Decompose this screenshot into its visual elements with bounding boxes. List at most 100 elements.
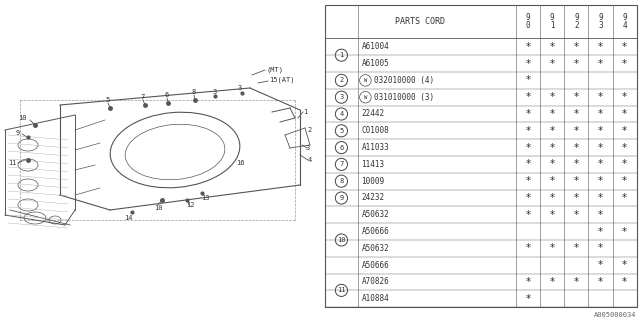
Text: 13: 13 [201, 195, 209, 201]
Text: *: * [622, 92, 627, 102]
Text: *: * [598, 159, 603, 169]
Text: *: * [525, 92, 531, 102]
Text: *: * [622, 176, 627, 186]
Text: 9
3: 9 3 [598, 13, 603, 30]
Text: *: * [550, 42, 555, 52]
Text: *: * [574, 176, 579, 186]
Text: *: * [622, 227, 627, 236]
Text: 12: 12 [186, 202, 195, 208]
Text: W: W [364, 78, 367, 83]
Text: 5: 5 [106, 97, 110, 103]
Text: 9
2: 9 2 [574, 13, 579, 30]
Text: *: * [598, 92, 603, 102]
Text: *: * [598, 59, 603, 68]
Text: *: * [525, 143, 531, 153]
Text: *: * [622, 193, 627, 203]
Text: *: * [598, 193, 603, 203]
Text: W: W [364, 95, 367, 100]
Text: *: * [574, 59, 579, 68]
Text: *: * [598, 277, 603, 287]
Text: *: * [574, 244, 579, 253]
Text: *: * [550, 109, 555, 119]
Text: 24232: 24232 [362, 194, 385, 203]
Text: *: * [550, 176, 555, 186]
Text: *: * [550, 277, 555, 287]
Text: *: * [598, 109, 603, 119]
Text: *: * [622, 260, 627, 270]
Text: A11033: A11033 [362, 143, 389, 152]
Text: *: * [598, 260, 603, 270]
Text: *: * [622, 109, 627, 119]
Text: 9
4: 9 4 [622, 13, 627, 30]
Text: 9: 9 [339, 195, 344, 201]
Text: *: * [622, 159, 627, 169]
Text: 9
0: 9 0 [526, 13, 531, 30]
Text: *: * [574, 210, 579, 220]
Text: 1: 1 [303, 109, 307, 115]
Text: *: * [525, 277, 531, 287]
Text: 14: 14 [124, 215, 132, 221]
Text: 11: 11 [8, 160, 16, 166]
Text: 8: 8 [339, 178, 344, 184]
Text: *: * [622, 126, 627, 136]
Text: 3: 3 [339, 94, 344, 100]
Text: *: * [574, 193, 579, 203]
Text: A61005: A61005 [362, 59, 389, 68]
Text: *: * [525, 159, 531, 169]
Text: *: * [574, 92, 579, 102]
Text: 22442: 22442 [362, 109, 385, 118]
Text: 5: 5 [339, 128, 344, 134]
Text: 4: 4 [339, 111, 344, 117]
Text: *: * [598, 143, 603, 153]
Text: *: * [525, 76, 531, 85]
Text: 3: 3 [306, 145, 310, 151]
Text: 9
1: 9 1 [550, 13, 555, 30]
Text: 7: 7 [339, 161, 344, 167]
Text: A61004: A61004 [362, 42, 389, 51]
Text: A005000034: A005000034 [595, 312, 637, 318]
Text: *: * [550, 244, 555, 253]
Text: 10009: 10009 [362, 177, 385, 186]
Text: 4: 4 [308, 157, 312, 163]
Text: A50632: A50632 [362, 210, 389, 219]
Text: *: * [550, 210, 555, 220]
Text: *: * [574, 277, 579, 287]
Text: *: * [550, 126, 555, 136]
Text: *: * [622, 59, 627, 68]
Text: A50666: A50666 [362, 227, 389, 236]
Text: 6: 6 [339, 145, 344, 151]
Text: *: * [598, 126, 603, 136]
Text: *: * [598, 176, 603, 186]
Text: C01008: C01008 [362, 126, 389, 135]
Text: *: * [550, 143, 555, 153]
Text: 10: 10 [337, 237, 346, 243]
Text: A50632: A50632 [362, 244, 389, 253]
Text: *: * [550, 92, 555, 102]
Text: *: * [598, 227, 603, 236]
Text: *: * [525, 126, 531, 136]
Text: 6: 6 [165, 92, 169, 98]
Text: *: * [574, 42, 579, 52]
Text: *: * [574, 126, 579, 136]
Text: *: * [525, 193, 531, 203]
Text: *: * [622, 277, 627, 287]
Text: A10884: A10884 [362, 294, 389, 303]
Text: *: * [574, 159, 579, 169]
Text: A50666: A50666 [362, 261, 389, 270]
Text: 2: 2 [308, 127, 312, 133]
Text: *: * [550, 193, 555, 203]
Text: 11: 11 [337, 287, 346, 293]
Text: *: * [550, 59, 555, 68]
Text: *: * [574, 143, 579, 153]
Text: *: * [525, 294, 531, 304]
Text: *: * [525, 42, 531, 52]
Text: *: * [525, 210, 531, 220]
Text: *: * [525, 109, 531, 119]
Text: (MT): (MT) [266, 67, 284, 73]
Text: 2: 2 [339, 77, 344, 84]
Text: 10: 10 [18, 115, 26, 121]
Text: 032010000 (4): 032010000 (4) [374, 76, 434, 85]
Text: 031010000 (3): 031010000 (3) [374, 93, 434, 102]
Text: 15(AT): 15(AT) [269, 77, 295, 83]
Text: *: * [525, 176, 531, 186]
